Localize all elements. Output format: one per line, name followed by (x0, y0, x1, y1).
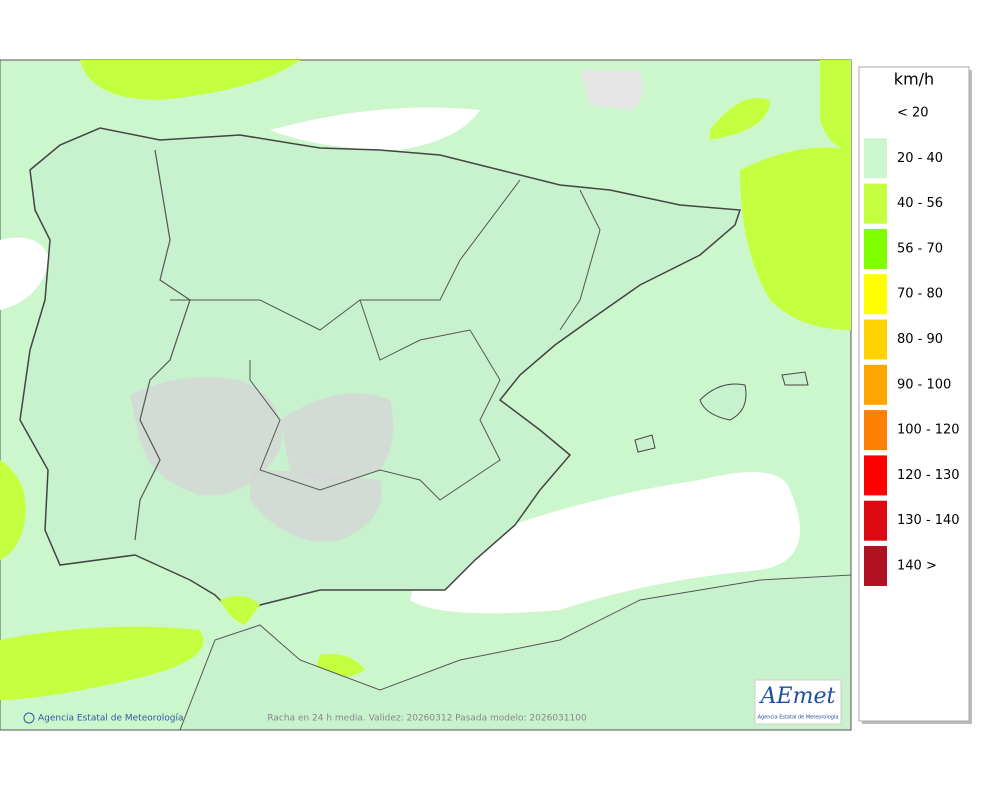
legend-label: 20 - 40 (897, 151, 943, 166)
legend-label: 120 - 130 (897, 468, 960, 483)
legend-label: 100 - 120 (897, 423, 960, 438)
calm-zone (270, 107, 480, 150)
legend-label: 80 - 90 (897, 332, 943, 347)
island (781, 371, 809, 386)
legend-label: 130 - 140 (897, 513, 960, 528)
copyright-icon (23, 712, 35, 724)
zone (80, 60, 300, 100)
calm-zone (280, 393, 394, 480)
legend: km/h < 20 20 - 40 40 - 56 56 - 70 70 - 80 80 … (858, 66, 972, 724)
map: Agencia Estatal de Meteorología Racha en… (0, 59, 852, 731)
legend-swatch (864, 274, 887, 315)
legend-label: < 20 (897, 106, 929, 121)
calm-zone (250, 470, 382, 542)
logo: AEmet (759, 684, 836, 709)
logo-box (754, 679, 842, 725)
africa (179, 574, 852, 731)
zone (0, 460, 26, 560)
legend-swatch (864, 455, 887, 496)
zone (220, 596, 260, 625)
calm-zone (0, 237, 50, 310)
legend-swatch (864, 364, 887, 405)
legend-swatch (864, 410, 887, 451)
calm-zone (580, 70, 644, 110)
legend-swatch (864, 546, 887, 586)
zone (0, 626, 204, 700)
legend-swatch (864, 319, 887, 360)
zone (820, 60, 851, 150)
legend-swatch (864, 93, 887, 133)
credit: Agencia Estatal de Meteorología (38, 714, 184, 724)
legend-title: km/h (894, 70, 934, 89)
calm-zone (410, 472, 800, 614)
legend-label: 56 - 70 (897, 241, 943, 256)
legend-label: 70 - 80 (897, 287, 943, 302)
legend-swatch (864, 138, 887, 179)
zone (710, 98, 770, 140)
zone (740, 147, 851, 330)
legend-swatch (864, 228, 887, 269)
legend-label: 140 > (897, 559, 937, 574)
island (699, 383, 747, 421)
logo-subtitle: Agencia Estatal de Meteorología (758, 714, 839, 721)
legend-label: 90 - 100 (897, 377, 951, 392)
border (134, 149, 191, 541)
legend-label: 40 - 56 (897, 196, 943, 211)
calm-zone (130, 377, 282, 496)
legend-swatch (864, 183, 887, 224)
island (634, 434, 656, 453)
legend-swatch (864, 500, 887, 541)
iberia (19, 127, 742, 621)
border (170, 179, 601, 501)
caption: Racha en 24 h media. Validez: 20260312 P… (267, 714, 587, 724)
